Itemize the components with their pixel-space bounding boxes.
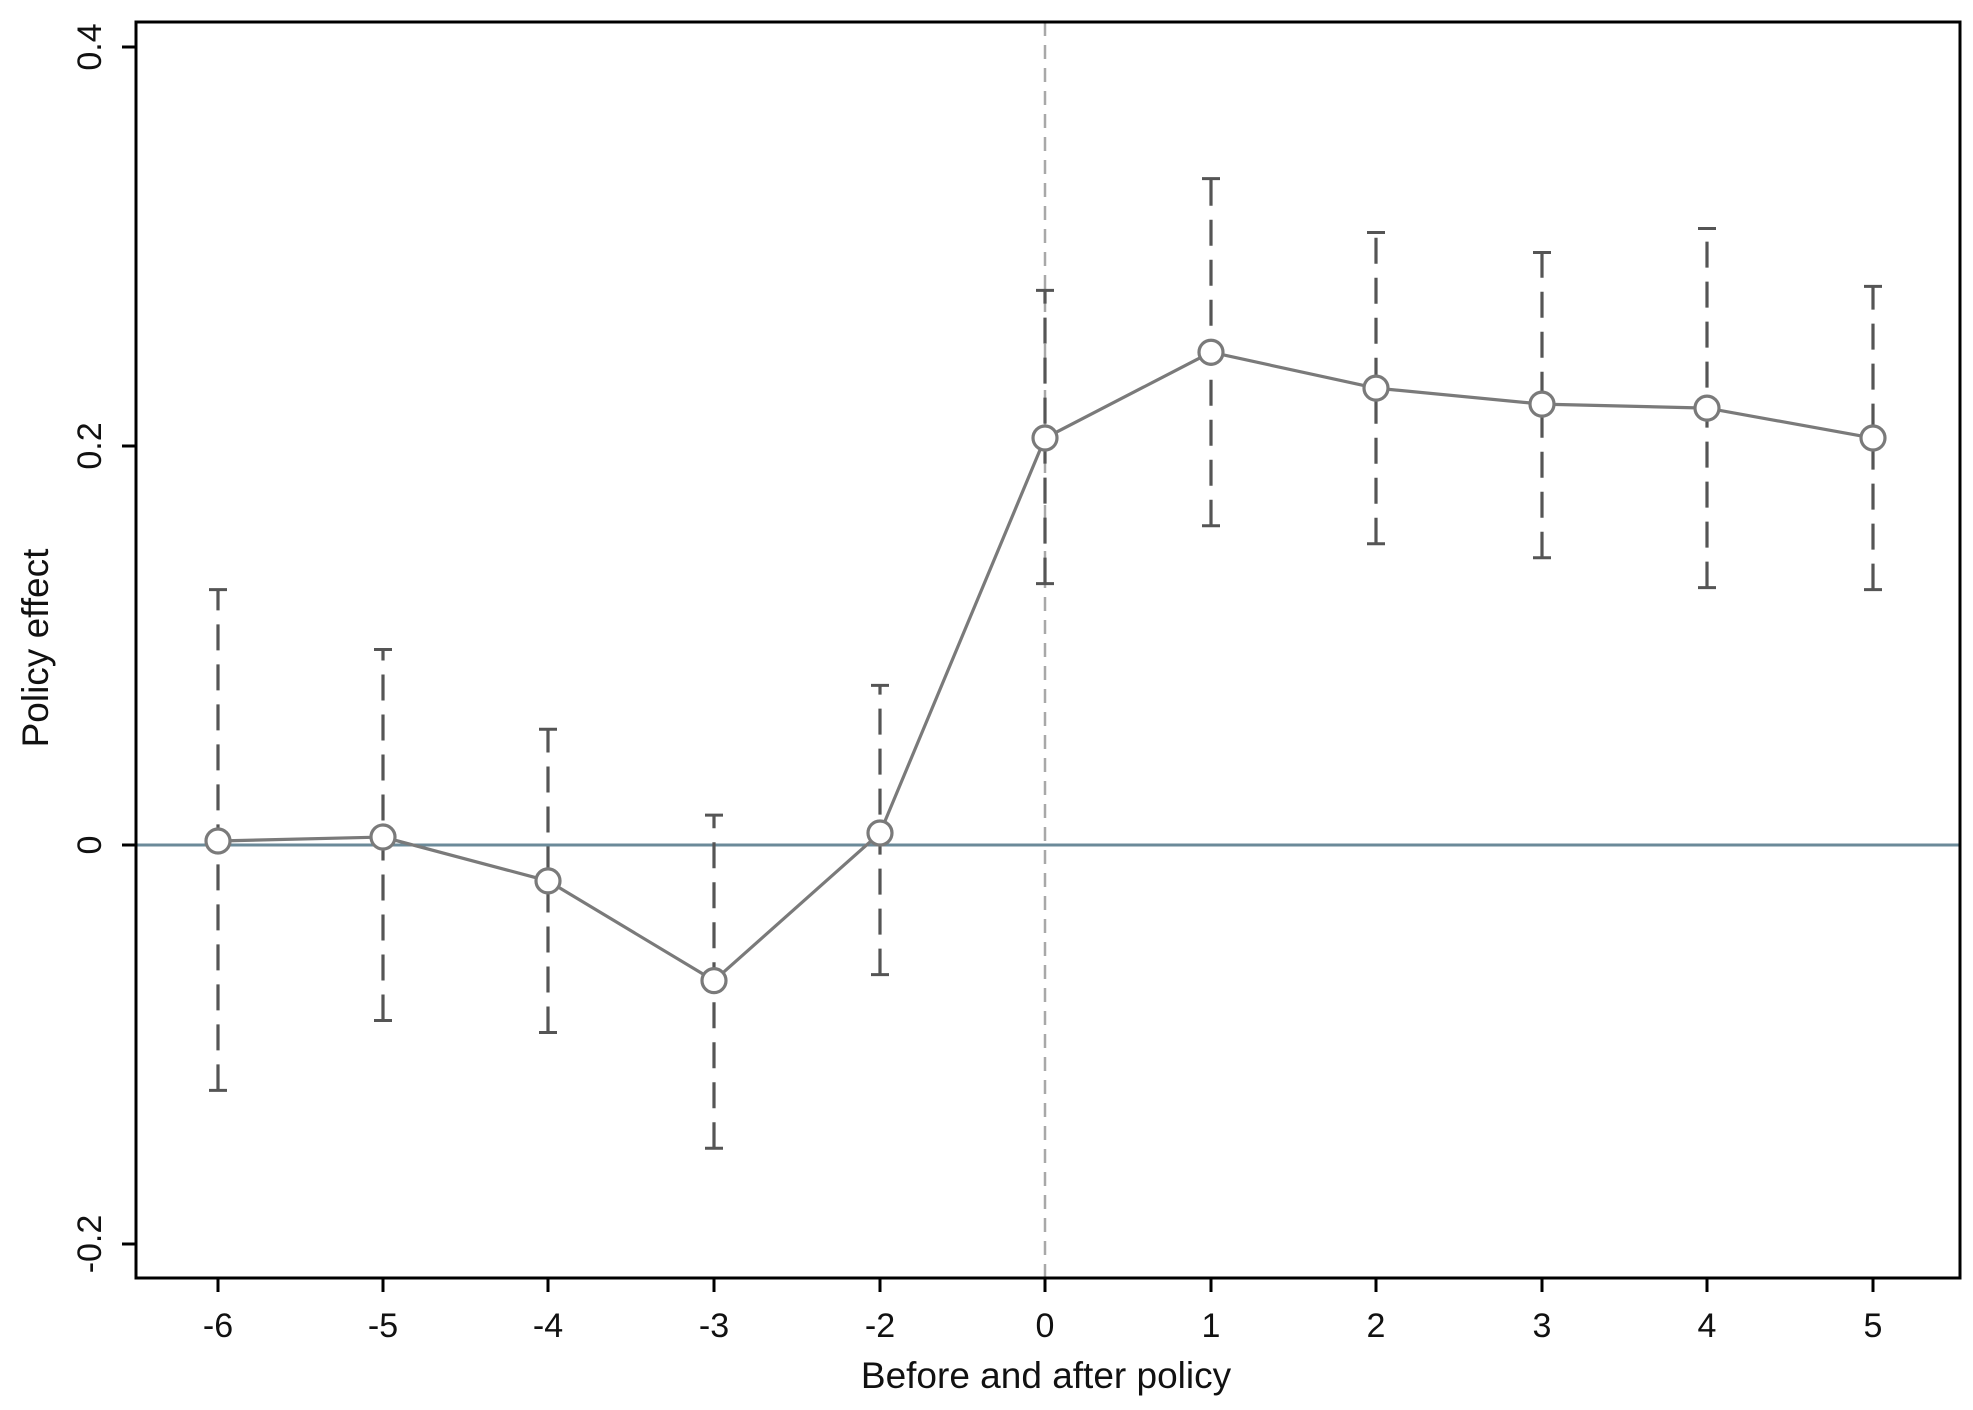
x-tick-label: 2: [1367, 1307, 1386, 1345]
x-tick-label: 3: [1533, 1307, 1552, 1345]
x-tick-label: 5: [1864, 1307, 1883, 1345]
x-tick-label: -4: [533, 1307, 563, 1345]
y-tick-label: 0: [71, 836, 109, 855]
data-point: [1197, 338, 1225, 366]
y-tick-label: -0.2: [71, 1215, 109, 1274]
y-tick-label: 0.2: [71, 422, 109, 469]
x-axis-title: Before and after policy: [861, 1355, 1232, 1396]
data-point: [204, 827, 232, 855]
error-bar: [539, 727, 557, 1035]
data-point: [1528, 390, 1556, 418]
x-tick-label: 4: [1698, 1307, 1717, 1345]
error-bar: [1864, 284, 1882, 592]
y-axis-title: Policy effect: [15, 548, 56, 748]
data-point: [1859, 424, 1887, 452]
data-point: [534, 867, 562, 895]
error-bar: [1036, 288, 1054, 586]
y-axis: -0.2 0 0.2 0.4: [71, 23, 136, 1273]
data-point: [700, 967, 728, 995]
error-bar: [1367, 231, 1385, 546]
data-point: [1693, 394, 1721, 422]
plot-layer: [136, 22, 1960, 1278]
plot-frame: [134, 20, 1962, 1280]
error-bar: [1533, 250, 1551, 560]
data-point: [1031, 424, 1059, 452]
x-tick-label: -2: [865, 1307, 895, 1345]
x-tick-label: 0: [1036, 1307, 1055, 1345]
y-tick-label: 0.4: [71, 23, 109, 70]
data-point: [866, 819, 894, 847]
x-tick-label: -3: [699, 1307, 729, 1345]
data-point: [1362, 374, 1390, 402]
x-tick-label: 1: [1202, 1307, 1221, 1345]
x-tick-label: -6: [203, 1307, 233, 1345]
data-point: [369, 823, 397, 851]
x-axis: -6 -5 -4 -3 -2 0 1 2 3 4 5: [203, 1278, 1883, 1345]
x-tick-label: -5: [368, 1307, 398, 1345]
